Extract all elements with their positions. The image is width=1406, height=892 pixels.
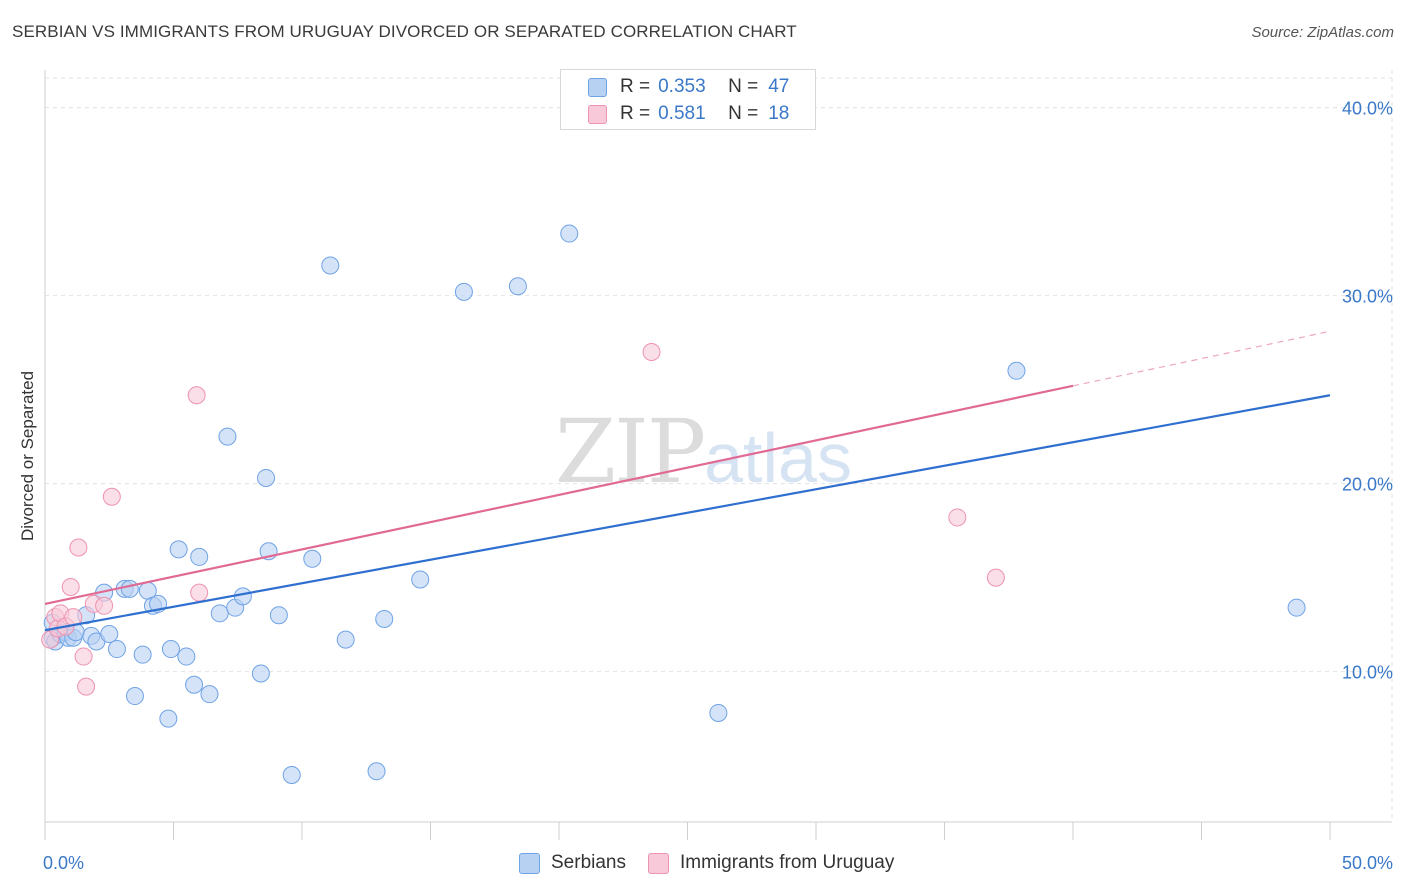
legend-serbians-label: Serbians [551,852,626,873]
correlation-legend: R = 0.353 N = 47 R = 0.581 N = 18 [560,69,816,130]
uruguay-point [77,677,96,696]
serbians-point [169,540,188,559]
uruguay-point [948,508,967,527]
uruguay-trend-line [44,384,1074,605]
r-label: R = [620,76,651,97]
serbians-point [185,675,204,694]
serbians-point [159,709,178,728]
serbians-legend-swatch-icon [519,852,540,874]
uruguay-trend-line-extension [1072,330,1331,387]
chart-title: SERBIAN VS IMMIGRANTS FROM URUGUAY DIVOR… [12,22,797,41]
uruguay-legend-swatch-icon [648,852,669,874]
r-value: 0.581 [658,103,706,124]
serbians-swatch-icon [588,77,607,97]
serbians-point [508,277,527,296]
serbians-point [218,427,237,446]
serbians-point [560,224,579,243]
uruguay-point [69,538,88,557]
serbians-point [100,625,119,643]
legend-uruguay-label: Immigrants from Uruguay [680,852,895,873]
r-label: R = [620,103,651,124]
serbians-point [120,579,139,598]
uruguay-point [102,487,121,506]
serbians-point [282,766,301,784]
serbians-point [107,640,126,659]
serbians-point [321,256,340,275]
serbians-point [1007,361,1026,380]
serbians-point [251,664,270,683]
n-value: 47 [768,76,790,97]
uruguay-point [986,568,1005,587]
uruguay-point [74,647,93,666]
serbians-point [336,630,355,649]
x-tick-label: 0.0% [43,853,84,873]
uruguay-point [642,343,661,361]
y-tick-label: 30.0% [1342,287,1393,307]
y-axis-label: Divorced or Separated [18,370,37,542]
serbians-point [375,609,394,628]
series-legend: Serbians Immigrants from Uruguay [519,852,894,874]
uruguay-point [61,578,80,596]
y-tick-label: 40.0% [1342,99,1393,119]
uruguay-point [190,583,209,602]
x-tick-label: 50.0% [1342,853,1393,873]
uruguay-point [187,386,206,405]
serbians-point [454,282,473,301]
r-value: 0.353 [658,76,706,97]
serbians-point [269,606,288,625]
uruguay-swatch-icon [588,104,607,124]
serbians-point [177,647,196,666]
y-tick-label: 20.0% [1342,475,1393,495]
serbians-point [303,549,322,568]
serbians-point [210,604,229,623]
serbians-point [200,685,219,704]
serbians-point [133,645,152,664]
serbians-point [161,640,180,659]
n-label: N = [728,76,759,97]
serbians-point [367,762,386,781]
legend-row-uruguay: R = 0.581 N = 18 [588,102,789,126]
source-label: Source: ZipAtlas.com [1251,24,1394,41]
serbians-trend-line [44,394,1331,632]
y-tick-label: 10.0% [1342,663,1393,683]
n-label: N = [728,103,759,124]
n-value: 18 [768,103,790,124]
serbians-point [709,703,728,722]
serbians-point [257,468,276,487]
legend-row-serbians: R = 0.353 N = 47 [588,75,789,99]
serbians-point [125,687,144,706]
uruguay-point [95,596,114,615]
serbians-point [1287,598,1306,617]
serbians-point [190,547,209,566]
serbians-point [411,570,430,589]
serbians-point [233,587,252,606]
